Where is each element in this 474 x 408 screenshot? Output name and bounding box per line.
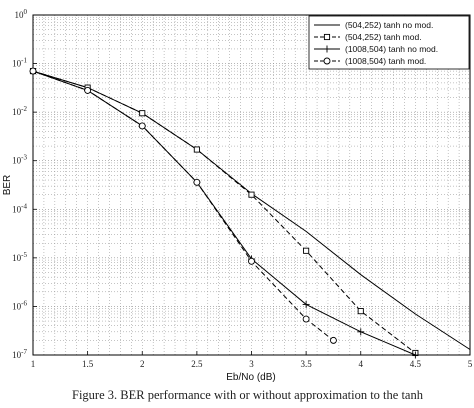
legend-entry: (1008,504) tanh no mod. (314, 44, 438, 54)
y-tick-label: 10-1 (12, 57, 27, 69)
x-tick-label: 3 (249, 359, 254, 369)
x-tick-label: 3.5 (301, 359, 313, 369)
axes: 1 1.5 2 2.5 3 3.5 4 4.5 5 100 10-1 10-2 10-3 10-4 10-5… (12, 8, 473, 369)
y-tick-label: 10-4 (12, 202, 27, 214)
y-tick-label: 100 (15, 8, 28, 20)
legend: (504,252) tanh no mod. (504,252) tanh mod… (308, 15, 470, 70)
ber-chart: 1 1.5 2 2.5 3 3.5 4 4.5 5 100 10-1 10-2 10-3 10-4 10-5… (2, 8, 473, 383)
series-4 (29, 67, 337, 344)
x-tick-label: 1 (31, 359, 36, 369)
x-tick-label: 2.5 (191, 359, 203, 369)
legend-entry: (1008,504) tanh mod. (314, 56, 426, 66)
circle-marker (248, 257, 255, 265)
legend-entry: (504,252) tanh no mod. (314, 20, 433, 30)
legend-entry: (504,252) tanh mod. (314, 32, 422, 42)
y-tick-label: 10-2 (12, 105, 27, 117)
circle-marker (329, 336, 337, 344)
y-tick-label: 10-3 (12, 154, 27, 166)
x-tick-label: 4 (359, 359, 364, 369)
circle-marker (323, 57, 331, 65)
x-tick-label: 5 (468, 359, 473, 369)
legend-label: (504,252) tanh no mod. (345, 20, 433, 30)
data-series (29, 67, 471, 359)
legend-label: (504,252) tanh mod. (345, 32, 422, 42)
circle-marker (29, 67, 37, 75)
circle-marker (138, 122, 146, 130)
legend-label: (1008,504) tanh no mod. (345, 44, 438, 54)
circle-marker (193, 178, 201, 186)
y-tick-label: 10-7 (12, 348, 27, 360)
x-tick-label: 1.5 (82, 359, 94, 369)
series-line (32, 70, 416, 354)
figure-caption-container: Figure 3. BER performance with or withou… (0, 386, 474, 408)
square-marker (323, 33, 331, 41)
y-axis-label: BER (2, 175, 13, 196)
x-axis-label: Eb/No (dB) (226, 372, 275, 383)
y-tick-label: 10-6 (12, 299, 27, 311)
square-marker (139, 110, 146, 117)
circle-marker (302, 315, 310, 323)
square-marker (193, 146, 200, 153)
grid-lines (32, 15, 471, 356)
y-tick-label: 10-5 (12, 251, 27, 263)
figure-caption: Figure 3. BER performance with or withou… (72, 388, 423, 402)
circle-marker (84, 86, 92, 94)
x-tick-label: 4.5 (410, 359, 422, 369)
plot-background (33, 15, 470, 355)
square-marker (357, 308, 364, 315)
x-tick-label: 2 (140, 359, 145, 369)
square-marker (303, 247, 310, 254)
square-marker (248, 191, 255, 198)
legend-label: (1008,504) tanh mod. (345, 56, 426, 66)
